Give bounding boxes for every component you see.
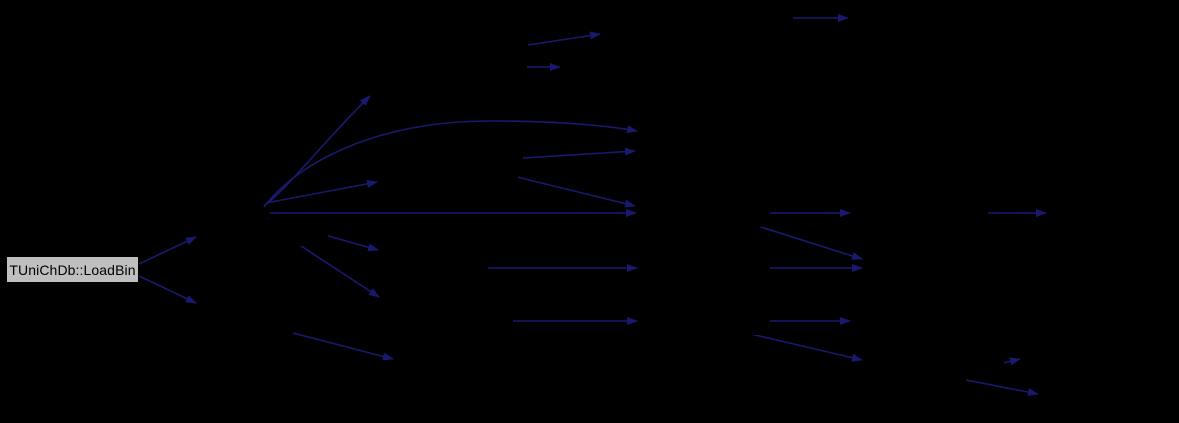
graph-node[interactable] bbox=[884, 350, 1004, 377]
call-edge bbox=[744, 221, 863, 260]
graph-node[interactable] bbox=[576, 54, 696, 81]
call-edge bbox=[527, 31, 601, 46]
graph-node[interactable] bbox=[1058, 200, 1178, 227]
graph-node[interactable] bbox=[866, 308, 986, 335]
graph-node[interactable] bbox=[650, 308, 770, 335]
call-edge bbox=[263, 95, 371, 207]
call-edge bbox=[263, 120, 638, 208]
graph-node[interactable] bbox=[866, 200, 986, 227]
graph-node-root[interactable]: TUniChDb::LoadBin bbox=[6, 256, 139, 283]
graph-node[interactable] bbox=[1033, 345, 1153, 372]
graph-node[interactable] bbox=[398, 62, 518, 89]
graph-node[interactable] bbox=[866, 5, 986, 32]
call-edge bbox=[138, 275, 197, 304]
graph-node[interactable] bbox=[650, 255, 770, 282]
graph-node[interactable] bbox=[210, 295, 328, 322]
graph-node-label: TUniChDb::LoadBin bbox=[9, 261, 136, 278]
graph-node[interactable] bbox=[874, 256, 994, 283]
call-edge bbox=[522, 147, 636, 159]
call-edge bbox=[138, 236, 197, 265]
graph-node[interactable] bbox=[398, 165, 518, 192]
graph-node[interactable] bbox=[398, 293, 518, 320]
graph-node[interactable] bbox=[650, 200, 770, 227]
edge-paths bbox=[138, 14, 1047, 397]
graph-node[interactable] bbox=[398, 240, 518, 267]
call-edge bbox=[965, 379, 1039, 397]
graph-node[interactable] bbox=[210, 219, 328, 246]
call-edge bbox=[733, 329, 863, 362]
call-edge bbox=[292, 332, 394, 361]
graph-node[interactable] bbox=[650, 140, 770, 167]
graph-node[interactable] bbox=[1048, 382, 1168, 409]
graph-node[interactable] bbox=[408, 350, 528, 377]
call-edge bbox=[512, 175, 636, 208]
call-edge bbox=[265, 179, 378, 204]
graph-node[interactable] bbox=[614, 20, 734, 47]
